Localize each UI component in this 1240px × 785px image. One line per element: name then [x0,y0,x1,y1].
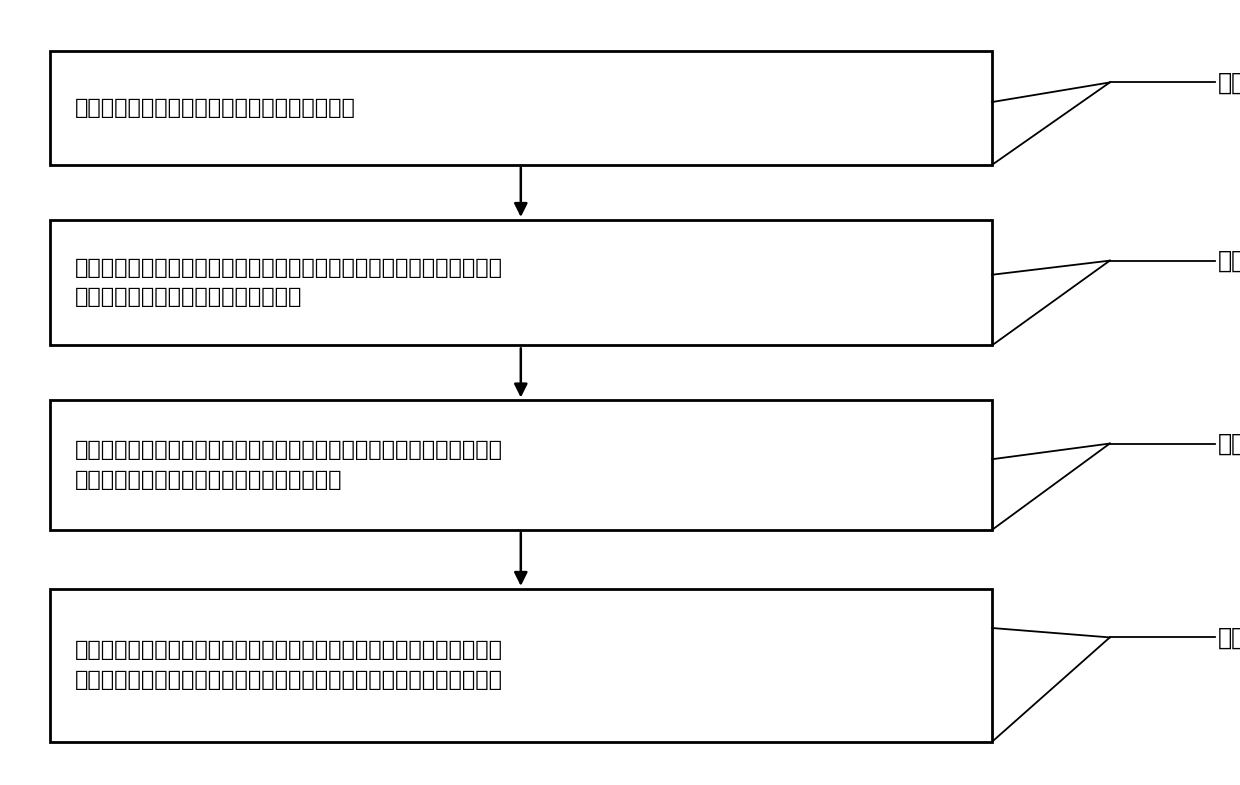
Text: 基于最优拟合曲线所得叠加道计算各道记录剩余时差，设定约束时窗，判
断各道剩余时差校正量是否小于给定时窗大小: 基于最优拟合曲线所得叠加道计算各道记录剩余时差，设定约束时窗，判 断各道剩余时差… [74,440,502,490]
Text: 步骤4: 步骤4 [1218,626,1240,649]
Text: 步骤3: 步骤3 [1218,432,1240,455]
Text: 步骤1: 步骤1 [1218,71,1240,94]
Bar [50,51,992,165]
Text: 叠加满足条件的剩余时差校正后的波形记录，在叠加道初至到时的基础上
得到各道的准确初至到时，不满足约束条件的各道记录到时通过插值得到: 叠加满足条件的剩余时差校正后的波形记录，在叠加道初至到时的基础上 得到各道的准确… [74,641,502,690]
Bar [50,589,992,742]
Text: 沿着拟合曲线选取滑动窗口计算相似系数及叠加道能量，以能量加权相似
系数值作为微地震信号存在与否的依据: 沿着拟合曲线选取滑动窗口计算相似系数及叠加道能量，以能量加权相似 系数值作为微地… [74,257,502,308]
Bar [50,220,992,345]
Bar [50,400,992,530]
Text: 步骤2: 步骤2 [1218,249,1240,272]
Text: 利用射孔记录的震相到时建立到时曲线拟合公式: 利用射孔记录的震相到时建立到时曲线拟合公式 [74,98,356,118]
